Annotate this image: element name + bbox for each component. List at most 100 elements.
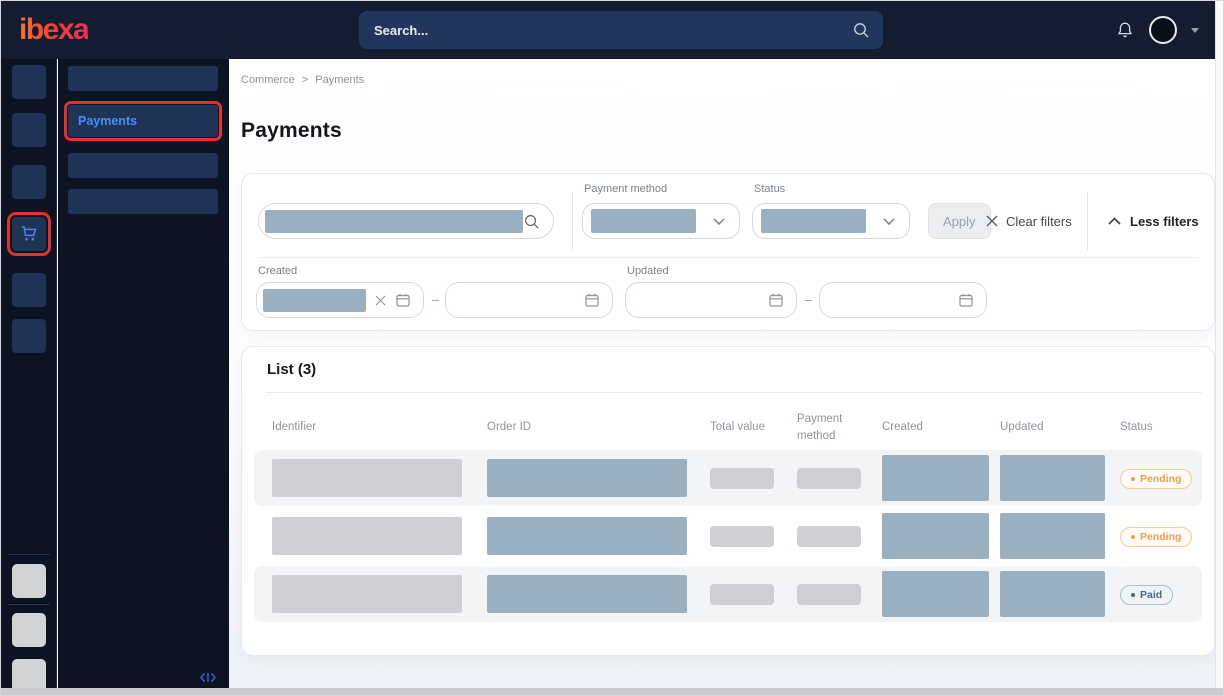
- skeleton-identifier: [272, 517, 462, 555]
- calendar-icon[interactable]: [584, 292, 600, 308]
- breadcrumb-commerce[interactable]: Commerce: [241, 74, 295, 86]
- created-from-input[interactable]: [256, 282, 424, 318]
- filters-panel: Payment method Status Apply: [241, 173, 1215, 331]
- filter-divider: [1087, 192, 1088, 250]
- updated-from-input[interactable]: [625, 282, 797, 318]
- skeleton-order-id: [487, 575, 687, 613]
- nav-item-placeholder[interactable]: [12, 113, 46, 147]
- nav-item-placeholder[interactable]: [12, 659, 46, 693]
- table-header: Identifier Order ID Total value Payment …: [254, 402, 1202, 454]
- rail-divider: [8, 604, 50, 605]
- clear-filters-button[interactable]: Clear filters: [986, 203, 1072, 239]
- range-dash: –: [805, 292, 813, 307]
- chevron-down-icon: [883, 217, 895, 225]
- status-label: Pending: [1140, 530, 1182, 543]
- nav-item-placeholder[interactable]: [12, 65, 46, 99]
- nav-item-placeholder[interactable]: [12, 273, 46, 307]
- list-title: List (3): [267, 361, 317, 378]
- topbar-actions: [1115, 1, 1199, 59]
- less-filters-button[interactable]: Less filters: [1108, 203, 1199, 239]
- nav-item-placeholder[interactable]: [12, 165, 46, 199]
- skeleton-date-value: [263, 288, 366, 312]
- skeleton-identifier: [272, 575, 462, 613]
- skeleton-search-value: [265, 209, 523, 233]
- calendar-icon[interactable]: [768, 292, 784, 308]
- chevron-up-icon: [1108, 217, 1121, 225]
- calendar-icon[interactable]: [958, 292, 974, 308]
- skeleton-updated: [1000, 455, 1105, 501]
- table-row[interactable]: Paid: [254, 566, 1202, 622]
- status-dot-icon: [1131, 592, 1135, 597]
- horizontal-scrollbar[interactable]: [1, 688, 1223, 695]
- breadcrumb-separator: >: [301, 74, 309, 86]
- secondary-nav: Payments: [58, 59, 229, 690]
- table-row[interactable]: Pending: [254, 508, 1202, 564]
- caret-down-icon[interactable]: [1191, 27, 1199, 33]
- global-search-input[interactable]: [359, 22, 852, 38]
- status-badge: Paid: [1120, 584, 1174, 605]
- range-dash: –: [432, 292, 440, 307]
- created-to-input[interactable]: [445, 282, 613, 318]
- table-row[interactable]: Pending: [254, 450, 1202, 506]
- skeleton-select-value: [761, 209, 866, 233]
- calendar-icon[interactable]: [395, 292, 411, 308]
- skeleton-total-value: [710, 583, 774, 605]
- col-order-id: Order ID: [487, 421, 532, 434]
- user-avatar[interactable]: [1149, 16, 1177, 44]
- filter-divider: [572, 192, 573, 250]
- col-created: Created: [882, 421, 923, 434]
- main-content: Commerce > Payments Payments Payment met…: [229, 59, 1217, 690]
- cart-icon: [18, 223, 40, 245]
- payment-method-select[interactable]: [582, 203, 740, 239]
- skeleton-created: [882, 513, 989, 559]
- created-label: Created: [258, 265, 298, 277]
- less-filters-label: Less filters: [1130, 213, 1199, 229]
- nav-item-placeholder[interactable]: [12, 319, 46, 353]
- submenu-item-placeholder[interactable]: [68, 189, 218, 214]
- status-dot-icon: [1131, 476, 1135, 481]
- col-payment-method: Payment method: [797, 412, 843, 442]
- status-label: Pending: [1140, 472, 1182, 485]
- status-badge: Pending: [1120, 526, 1193, 547]
- skeleton-select-value: [591, 209, 696, 233]
- main-nav-rail: [1, 59, 57, 693]
- skeleton-updated: [1000, 513, 1105, 559]
- search-icon[interactable]: [852, 21, 870, 39]
- skeleton-total-value: [710, 525, 774, 547]
- submenu-item-placeholder[interactable]: [68, 153, 218, 178]
- status-select[interactable]: [752, 203, 910, 239]
- status-label: Status: [754, 183, 786, 195]
- breadcrumb-payments: Payments: [315, 74, 365, 86]
- payment-method-label: Payment method: [584, 183, 668, 195]
- status-label: Paid: [1140, 588, 1163, 601]
- apply-button[interactable]: Apply: [928, 203, 991, 239]
- updated-to-input[interactable]: [819, 282, 987, 318]
- sidebar-resize-icon[interactable]: [199, 671, 217, 684]
- list-divider: [266, 392, 1202, 393]
- submenu-item-placeholder[interactable]: [68, 66, 218, 91]
- skeleton-updated: [1000, 571, 1105, 617]
- breadcrumb: Commerce > Payments: [241, 74, 364, 86]
- notifications-bell-icon[interactable]: [1115, 20, 1135, 40]
- search-icon[interactable]: [523, 213, 540, 230]
- skeleton-payment-method: [797, 525, 861, 547]
- status-dot-icon: [1131, 534, 1135, 539]
- col-status: Status: [1120, 421, 1153, 434]
- global-search[interactable]: [359, 11, 883, 49]
- col-total-value: Total value: [710, 421, 765, 434]
- table-body: Pending Pending: [254, 450, 1202, 624]
- clear-date-icon[interactable]: [375, 295, 386, 306]
- updated-label: Updated: [627, 265, 669, 277]
- ibexa-logo[interactable]: ibexa: [19, 1, 90, 59]
- submenu-item-payments[interactable]: Payments: [64, 101, 222, 141]
- col-identifier: Identifier: [272, 421, 317, 434]
- filters-row-divider: [258, 257, 1198, 258]
- skeleton-payment-method: [797, 467, 861, 489]
- nav-item-commerce[interactable]: [7, 212, 51, 256]
- skeleton-order-id: [487, 459, 687, 497]
- nav-item-placeholder[interactable]: [12, 613, 46, 647]
- filter-search-input[interactable]: [258, 203, 554, 239]
- skeleton-total-value: [710, 467, 774, 489]
- vertical-scrollbar[interactable]: [1215, 1, 1223, 690]
- nav-item-placeholder[interactable]: [12, 564, 46, 598]
